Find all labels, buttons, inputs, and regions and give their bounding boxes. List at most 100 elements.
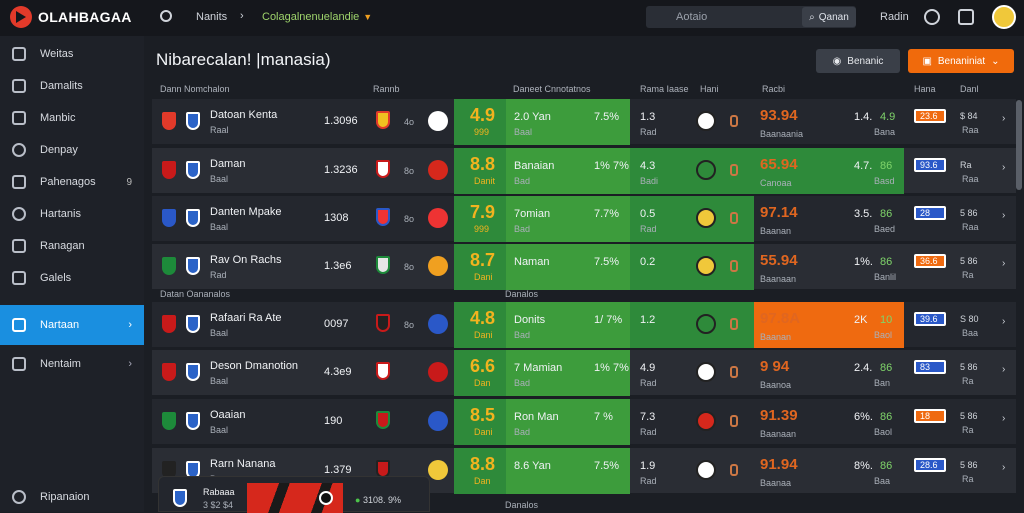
odds-tag[interactable]: 28.6 [914,458,946,472]
team-name[interactable]: Danten Mpake [210,206,282,218]
odds-cell[interactable] [754,148,904,194]
expand-icon[interactable]: › [1002,113,1006,124]
expand-icon[interactable]: › [1002,413,1006,424]
indicator-icon [730,318,738,330]
search-bar[interactable]: Aotaio ⌕ Qanan [646,6,856,28]
pick-cell[interactable] [506,448,630,494]
expand-icon[interactable]: › [1002,258,1006,269]
nav-item-1[interactable]: Nanits [196,11,228,23]
team-name[interactable]: Rav On Rachs [210,254,282,266]
score-cell[interactable] [454,448,506,494]
odds-tag[interactable]: 39.6 [914,312,946,326]
column-header[interactable]: Dann Nomchalon [160,84,230,94]
odds-tag[interactable]: 93.6 [914,158,946,172]
column-header[interactable]: Racbi [762,84,786,94]
expand-icon[interactable]: › [1002,162,1006,173]
search-button[interactable]: ⌕ Qanan [802,7,856,27]
score-cell[interactable] [454,196,506,242]
odds-tag[interactable]: 18 [914,409,946,423]
column-header[interactable]: Rama Iaase [640,84,689,94]
table-row[interactable]: Rafaari Ra Ate Baal 0097 8o 4.8 Dani Don… [152,302,1016,348]
score-cell[interactable] [454,244,506,290]
avatar[interactable] [992,5,1016,29]
pick-cell[interactable] [506,350,630,396]
return-sub: Banlil [874,272,897,282]
team-name[interactable]: Oaaian [210,409,246,421]
pick-cell[interactable] [506,148,630,194]
odds-tag[interactable]: 28 [914,206,946,220]
toast-subtitle: 3 $2 $4 [203,500,234,510]
sidebar-item-9[interactable]: Nentaim › [0,348,144,380]
table-row[interactable]: Datoan Kenta Raal 1.3096 4o 4.9 999 2.0 … [152,99,1016,145]
sidebar-item-7[interactable]: Galels [0,262,144,294]
sidebar-item-label: Pahenagos [40,176,96,188]
team-name[interactable]: Rarn Nanana [210,458,276,470]
secondary-button[interactable]: ◉ Benanic [816,49,900,73]
expand-icon[interactable]: › [1002,316,1006,327]
pick-label: Donits [514,314,546,326]
table-row[interactable]: Rav On Rachs Rad 1.3e6 8o 8.7 Dani Naman… [152,244,1016,290]
pick-cell[interactable] [506,244,630,290]
user-label[interactable]: Radin [880,11,909,23]
rating-sub: Dan [474,476,491,486]
score-cell[interactable] [454,399,506,445]
table-row[interactable]: Daman Baal 1.3236 8o 8.8 Danit Banaian B… [152,148,1016,194]
pick-cell[interactable] [506,399,630,445]
sidebar-item-0[interactable]: Weitas [0,38,144,70]
expand-icon[interactable]: › [1002,210,1006,221]
market-cell[interactable] [630,148,754,194]
indicator-icon [730,164,738,176]
brand-logo[interactable]: OLAHBAGAA [10,6,132,28]
notifications-icon[interactable] [958,9,974,25]
column-header[interactable]: Hana [914,84,936,94]
odds-tag[interactable]: 83 [914,360,946,374]
settings-icon[interactable] [924,9,940,25]
score-cell[interactable] [454,148,506,194]
sidebar-item-8[interactable]: Nartaan › [0,305,144,345]
odds-tag[interactable]: 36.6 [914,254,946,268]
return-sub: Baed [874,224,896,234]
search-input[interactable]: Aotaio [676,11,708,23]
expand-icon[interactable]: › [1002,364,1006,375]
team-name[interactable]: Rafaari Ra Ate [210,312,282,324]
column-header[interactable]: Rannb [373,84,400,94]
bet-slip-toast[interactable]: Rabaaa 3 $2 $4 ● 3108. 9% [158,476,430,513]
scrollbar[interactable] [1016,100,1022,190]
nav-item-2[interactable]: Colagalnenuelandie ▼ [262,11,373,23]
pick-cell[interactable] [506,196,630,242]
table-row[interactable]: Deson Dmanotion Baal 4.3e9 6.6 Dan 7 Mam… [152,350,1016,396]
odds-tag-label: 36.6 [920,256,938,266]
odds-cell[interactable] [754,302,904,348]
sidebar-item-1[interactable]: Damalits [0,70,144,102]
odds-tag[interactable]: 23.6 [914,109,946,123]
score-cell[interactable] [454,99,506,145]
score-cell[interactable] [454,350,506,396]
column-header[interactable]: Hani [700,84,719,94]
expand-icon[interactable]: › [1002,462,1006,473]
sidebar-item-5[interactable]: Hartanis [0,198,144,230]
pick-cell[interactable] [506,302,630,348]
sidebar-item-6[interactable]: Ranagan [0,230,144,262]
primary-button[interactable]: ▣ Benaniniat ⌄ [908,49,1014,73]
pick-cell[interactable] [506,99,630,145]
team-crest-icon [376,111,390,129]
return-badge: 10 [880,314,893,326]
search-icon[interactable] [160,10,172,22]
sidebar-item-4[interactable]: Pahenagos 9 [0,166,144,198]
score-cell[interactable] [454,302,506,348]
team-name[interactable]: Deson Dmanotion [210,360,299,372]
sidebar-item-3[interactable]: Denpay [0,134,144,166]
team-name[interactable]: Datoan Kenta [210,109,278,121]
team-name[interactable]: Daman [210,158,246,170]
market-cell[interactable] [630,302,754,348]
table-row[interactable]: Danten Mpake Baal 1308 8o 7.9 999 7omian… [152,196,1016,242]
column-header[interactable]: Daneet Cnnotatnos [513,84,591,94]
sidebar-item-2[interactable]: Manbic [0,102,144,134]
market-cell[interactable] [630,196,754,242]
market-sub: Rad [640,224,657,234]
column-header[interactable]: Danl [960,84,979,94]
wrench-icon [12,318,26,332]
market-cell[interactable] [630,244,754,290]
table-row[interactable]: Oaaian Baal 190 8.5 Dani Ron Man Bad 7 %… [152,399,1016,445]
sidebar-bottom-item[interactable]: Ripanaion [0,482,144,512]
